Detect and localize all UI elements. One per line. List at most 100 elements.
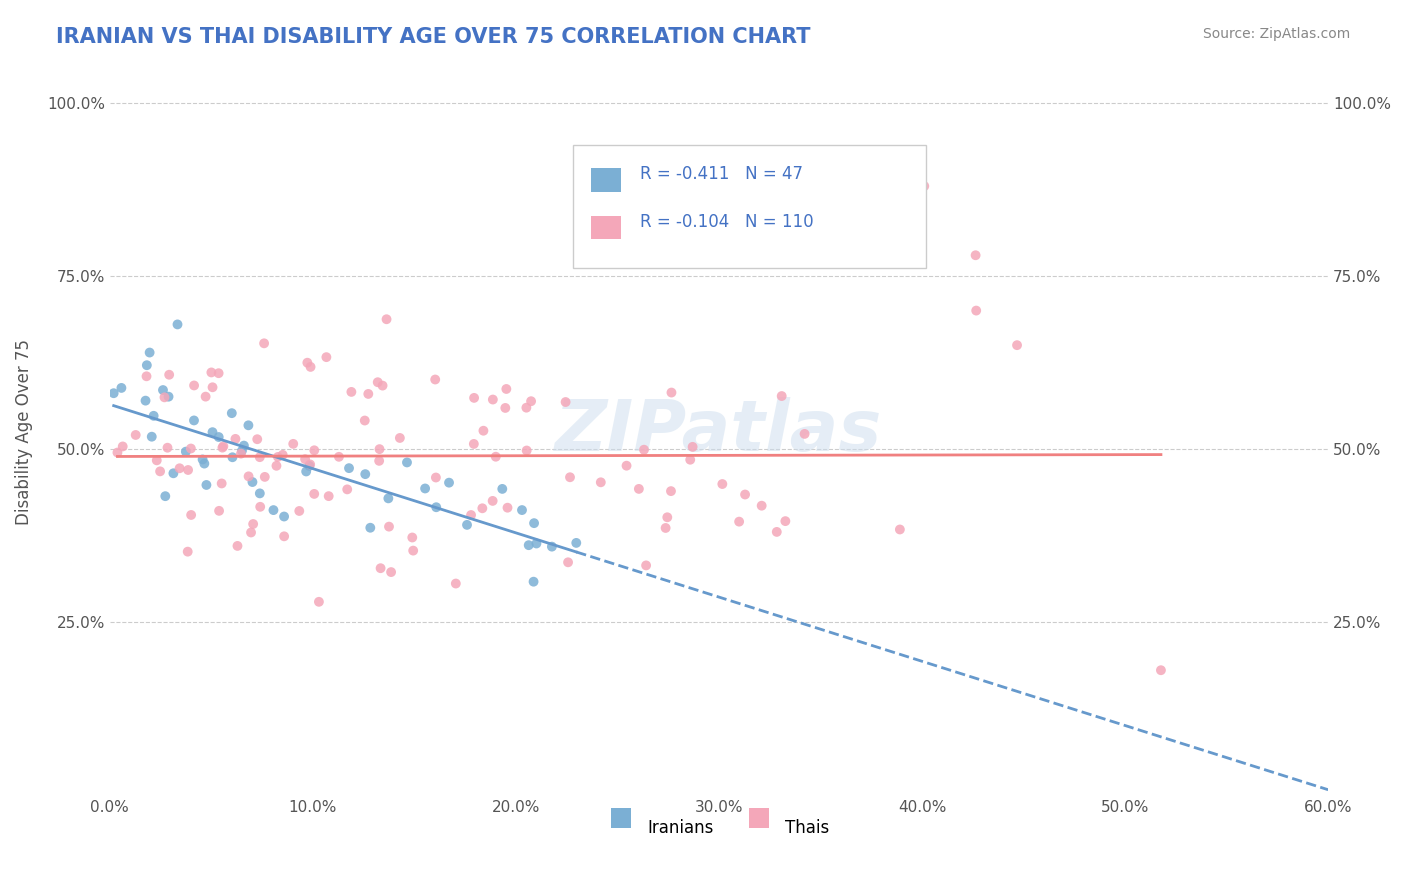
Point	[765, 524, 787, 539]
Point	[246, 432, 269, 446]
Point	[627, 482, 650, 496]
Point	[472, 424, 495, 438]
Point	[557, 555, 579, 569]
Point	[375, 312, 398, 326]
Text: R = -0.411   N = 47: R = -0.411 N = 47	[640, 165, 803, 183]
Point	[368, 442, 391, 457]
Point	[149, 464, 172, 478]
Point	[221, 450, 243, 465]
Point	[155, 489, 177, 503]
Point	[207, 366, 229, 380]
Point	[169, 461, 191, 475]
Point	[249, 450, 271, 465]
Point	[517, 538, 540, 552]
Point	[262, 503, 284, 517]
Point	[298, 458, 321, 473]
Point	[200, 366, 222, 380]
Point	[481, 494, 503, 508]
Point	[166, 318, 188, 332]
Point	[211, 476, 233, 491]
Point	[273, 509, 295, 524]
Point	[304, 443, 326, 458]
Point	[515, 401, 537, 415]
Point	[751, 499, 773, 513]
Point	[318, 489, 340, 503]
Point	[267, 450, 290, 464]
Point	[359, 521, 381, 535]
Point	[201, 425, 224, 439]
Point	[153, 390, 176, 404]
Point	[558, 470, 581, 484]
Point	[401, 531, 423, 545]
Point	[211, 441, 233, 455]
Point	[249, 500, 271, 514]
Point	[659, 484, 682, 499]
Point	[177, 463, 200, 477]
Point	[711, 477, 734, 491]
Point	[232, 439, 254, 453]
Point	[654, 521, 676, 535]
Point	[1005, 338, 1028, 352]
Point	[180, 442, 202, 456]
Point	[444, 576, 467, 591]
Point	[1150, 663, 1173, 677]
Y-axis label: Disability Age Over 75: Disability Age Over 75	[15, 339, 32, 524]
Point	[142, 409, 165, 423]
Point	[308, 595, 330, 609]
Point	[367, 376, 389, 390]
Point	[195, 478, 218, 492]
Point	[240, 525, 263, 540]
Point	[378, 519, 401, 533]
Point	[201, 380, 224, 394]
Point	[125, 428, 148, 442]
Point	[413, 482, 436, 496]
Point	[145, 453, 167, 467]
Point	[328, 450, 350, 464]
Point	[194, 390, 217, 404]
Point	[682, 440, 704, 454]
Point	[471, 501, 494, 516]
Point	[141, 430, 163, 444]
Point	[912, 179, 935, 194]
Point	[633, 442, 655, 457]
Point	[425, 500, 447, 515]
Point	[965, 303, 987, 318]
Point	[315, 350, 337, 364]
Point	[302, 487, 325, 501]
Point	[193, 457, 215, 471]
Text: ZIPatlas: ZIPatlas	[555, 397, 883, 467]
Point	[110, 381, 132, 395]
Point	[157, 390, 180, 404]
Point	[636, 558, 658, 573]
Point	[299, 458, 322, 472]
Point	[208, 430, 231, 444]
Point	[495, 382, 517, 396]
Point	[463, 437, 485, 451]
Point	[456, 517, 478, 532]
Point	[208, 504, 231, 518]
Legend: Iranians, Thais: Iranians, Thais	[602, 811, 837, 845]
Point	[229, 447, 252, 461]
Text: R = -0.104   N = 110: R = -0.104 N = 110	[640, 213, 814, 231]
Point	[380, 565, 402, 579]
Point	[226, 539, 249, 553]
Point	[510, 503, 533, 517]
Point	[377, 491, 399, 506]
Point	[734, 487, 756, 501]
Point	[679, 452, 702, 467]
Point	[253, 336, 276, 351]
Point	[212, 439, 235, 453]
Point	[111, 440, 134, 454]
Point	[793, 426, 815, 441]
Point	[297, 356, 319, 370]
Point	[526, 536, 548, 550]
Point	[522, 574, 544, 589]
Point	[589, 475, 612, 490]
Point	[485, 450, 508, 464]
Point	[253, 470, 276, 484]
Point	[152, 383, 174, 397]
Point	[340, 384, 363, 399]
Point	[541, 540, 564, 554]
Point	[271, 448, 294, 462]
Point	[288, 504, 311, 518]
